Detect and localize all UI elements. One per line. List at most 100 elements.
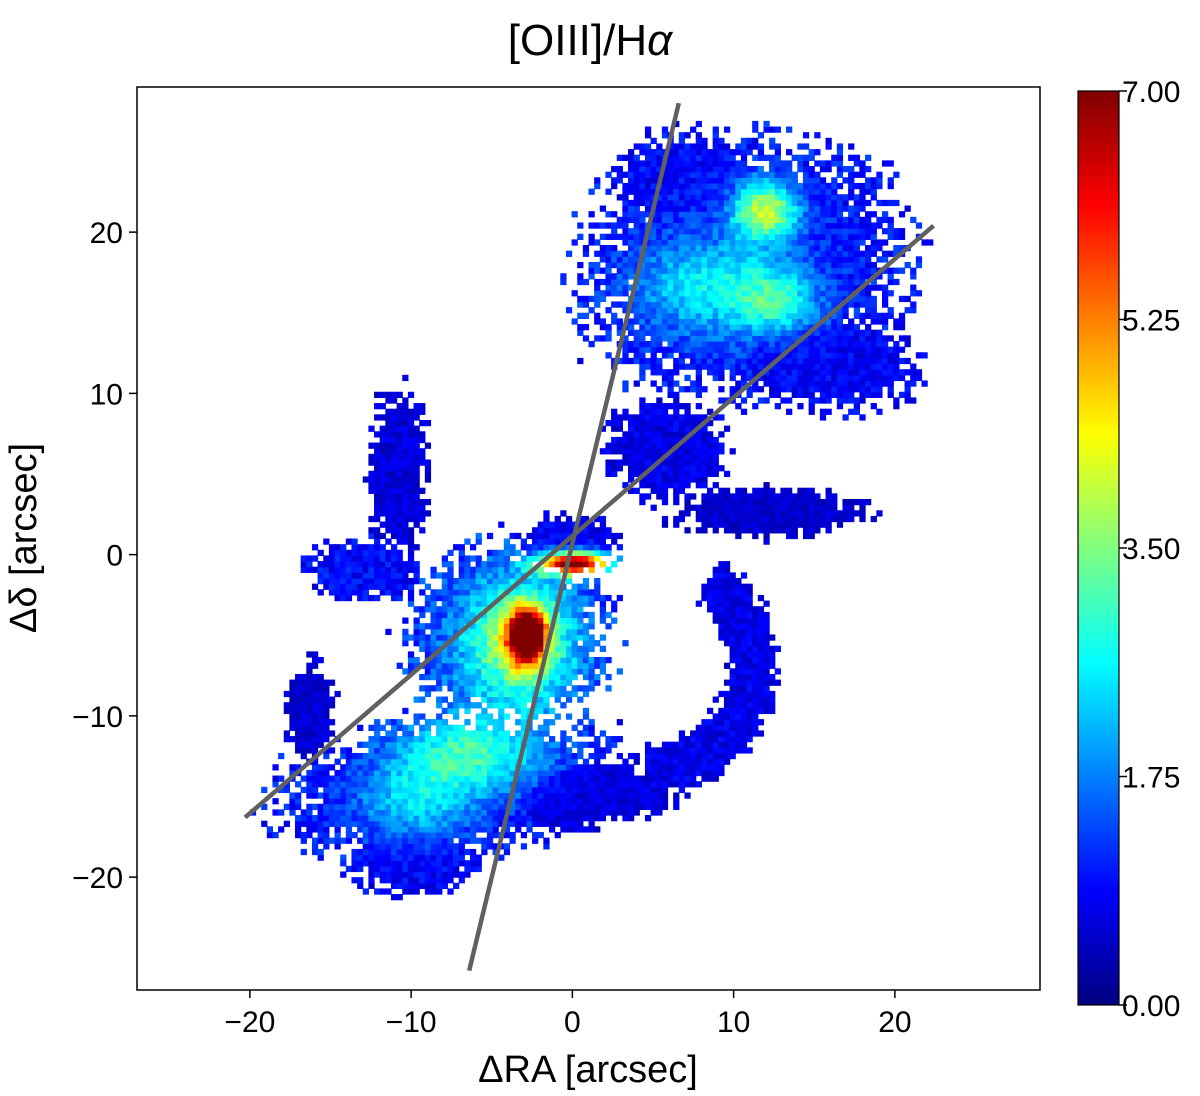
heatmap-pixel [374, 544, 381, 551]
heatmap-pixel [458, 549, 465, 557]
heatmap-pixel [752, 673, 759, 681]
heatmap-pixel [560, 758, 567, 765]
heatmap-pixel [723, 295, 731, 303]
heatmap-pixel [599, 662, 607, 669]
heatmap-pixel [526, 555, 533, 562]
heatmap-pixel [481, 741, 488, 748]
heatmap-pixel [701, 493, 708, 500]
heatmap-pixel [453, 854, 460, 861]
heatmap-pixel [650, 273, 657, 280]
ratio-heatmap [249, 120, 934, 901]
heatmap-pixel [786, 374, 793, 382]
heatmap-pixel [424, 685, 432, 692]
heatmap-pixel [295, 798, 302, 805]
heatmap-pixel [543, 662, 550, 669]
heatmap-pixel [317, 815, 324, 822]
heatmap-pixel [582, 798, 590, 805]
heatmap-pixel [368, 487, 375, 494]
heatmap-pixel [611, 809, 618, 816]
heatmap-pixel [577, 657, 584, 664]
heatmap-pixel [532, 673, 539, 681]
heatmap-pixel [791, 386, 798, 393]
heatmap-pixel [763, 324, 770, 331]
heatmap-pixel [537, 651, 544, 658]
heatmap-pixel [464, 555, 471, 562]
heatmap-pixel [537, 781, 544, 788]
heatmap-pixel [650, 747, 657, 754]
heatmap-pixel [543, 521, 550, 528]
heatmap-pixel [859, 278, 866, 286]
heatmap-pixel [379, 820, 386, 827]
heatmap-pixel [684, 335, 691, 342]
heatmap-pixel [650, 459, 657, 466]
heatmap-pixel [661, 346, 669, 353]
heatmap-pixel [746, 673, 753, 681]
heatmap-pixel [486, 566, 494, 573]
heatmap-pixel [763, 498, 770, 506]
heatmap-pixel [317, 837, 324, 844]
heatmap-pixel [582, 673, 590, 681]
heatmap-pixel [475, 538, 482, 545]
heatmap-pixel [390, 758, 398, 765]
heatmap-pixel [774, 374, 781, 382]
heatmap-pixel [526, 736, 533, 743]
heatmap-pixel [723, 561, 731, 568]
heatmap-pixel [667, 758, 674, 765]
heatmap-pixel [311, 764, 319, 771]
heatmap-pixel [469, 572, 477, 579]
heatmap-pixel [407, 510, 415, 517]
heatmap-pixel [385, 865, 392, 873]
heatmap-pixel [498, 668, 505, 675]
heatmap-pixel [746, 340, 753, 348]
heatmap-pixel [786, 307, 793, 314]
heatmap-pixel [718, 465, 725, 472]
heatmap-pixel [780, 295, 787, 303]
heatmap-pixel [842, 312, 849, 319]
heatmap-pixel [340, 764, 347, 771]
heatmap-pixel [565, 696, 573, 703]
heatmap-pixel [340, 583, 347, 590]
heatmap-pixel [622, 256, 629, 263]
heatmap-pixel [436, 724, 443, 731]
heatmap-pixel [582, 335, 590, 342]
heatmap-pixel [430, 736, 437, 743]
heatmap-pixel [362, 561, 369, 568]
heatmap-pixel [678, 335, 686, 342]
heatmap-pixel [729, 307, 736, 314]
heatmap-pixel [628, 453, 635, 461]
heatmap-pixel [825, 521, 832, 528]
heatmap-pixel [588, 645, 595, 652]
heatmap-pixel [385, 459, 392, 466]
heatmap-pixel [469, 628, 477, 636]
heatmap-pixel [385, 877, 392, 884]
heatmap-pixel [357, 854, 364, 861]
heatmap-pixel [385, 843, 392, 850]
heatmap-pixel [498, 611, 505, 619]
heatmap-pixel [526, 606, 533, 613]
heatmap-pixel [486, 685, 494, 692]
heatmap-pixel [469, 798, 477, 805]
heatmap-pixel [802, 369, 810, 376]
heatmap-pixel [492, 623, 499, 630]
heatmap-pixel [317, 792, 324, 799]
heatmap-pixel [690, 781, 697, 788]
heatmap-pixel [447, 736, 454, 743]
heatmap-pixel [560, 781, 567, 788]
heatmap-pixel [769, 335, 776, 342]
heatmap-pixel [436, 668, 443, 675]
heatmap-pixel [701, 324, 708, 331]
heatmap-pixel [865, 301, 872, 308]
heatmap-pixel [831, 329, 838, 336]
heatmap-pixel [526, 741, 533, 748]
heatmap-pixel [881, 250, 889, 257]
heatmap-pixel [729, 724, 736, 731]
heatmap-pixel [453, 792, 460, 799]
heatmap-pixel [588, 623, 595, 630]
heatmap-pixel [797, 261, 804, 269]
heatmap-pixel [407, 578, 415, 585]
heatmap-pixel [453, 781, 460, 788]
heatmap-pixel [802, 273, 810, 280]
heatmap-pixel [447, 854, 454, 861]
heatmap-pixel [351, 815, 358, 822]
heatmap-pixel [628, 798, 635, 805]
